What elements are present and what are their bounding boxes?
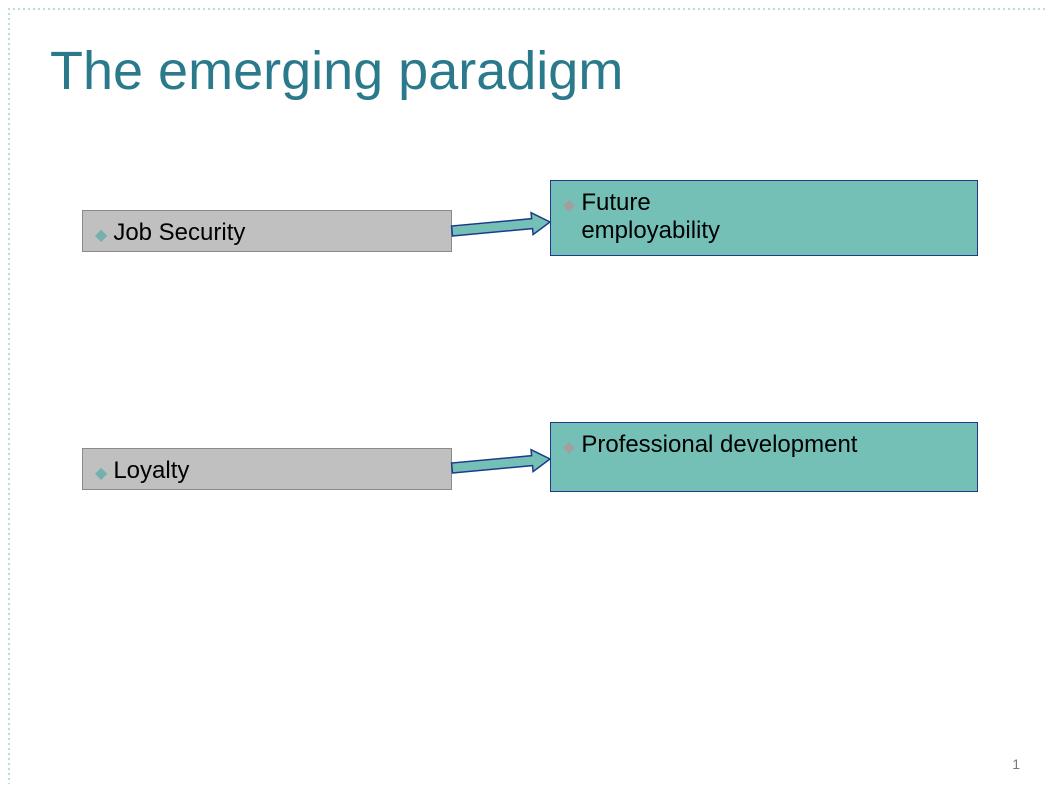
page-number: 1 (1012, 756, 1020, 772)
decorative-left-border (8, 8, 10, 784)
box-text-line2: employability (581, 217, 720, 244)
box-text: Job Security (113, 219, 245, 247)
decorative-top-border (8, 8, 1048, 10)
diamond-bullet-icon: ◆ (95, 225, 107, 245)
box-text: Loyalty (113, 457, 189, 485)
source-box-job-security: ◆ Job Security (82, 210, 452, 252)
arrow-icon (447, 444, 555, 483)
box-text-line1: Future (581, 189, 650, 216)
target-box-future-employability: ◆ Future employability (550, 180, 978, 256)
target-box-professional-development: ◆ Professional development (550, 422, 978, 492)
source-box-loyalty: ◆ Loyalty (82, 448, 452, 490)
diamond-bullet-icon: ◆ (563, 195, 575, 215)
diamond-bullet-icon: ◆ (95, 463, 107, 483)
slide-title: The emerging paradigm (50, 40, 623, 102)
box-text-line1: Professional development (581, 431, 857, 458)
arrow-icon (447, 207, 555, 246)
diamond-bullet-icon: ◆ (563, 437, 575, 457)
box-text: Professional development (581, 431, 857, 459)
box-text: Future employability (581, 189, 720, 245)
